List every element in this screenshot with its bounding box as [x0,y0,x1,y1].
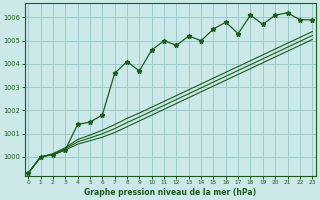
X-axis label: Graphe pression niveau de la mer (hPa): Graphe pression niveau de la mer (hPa) [84,188,256,197]
